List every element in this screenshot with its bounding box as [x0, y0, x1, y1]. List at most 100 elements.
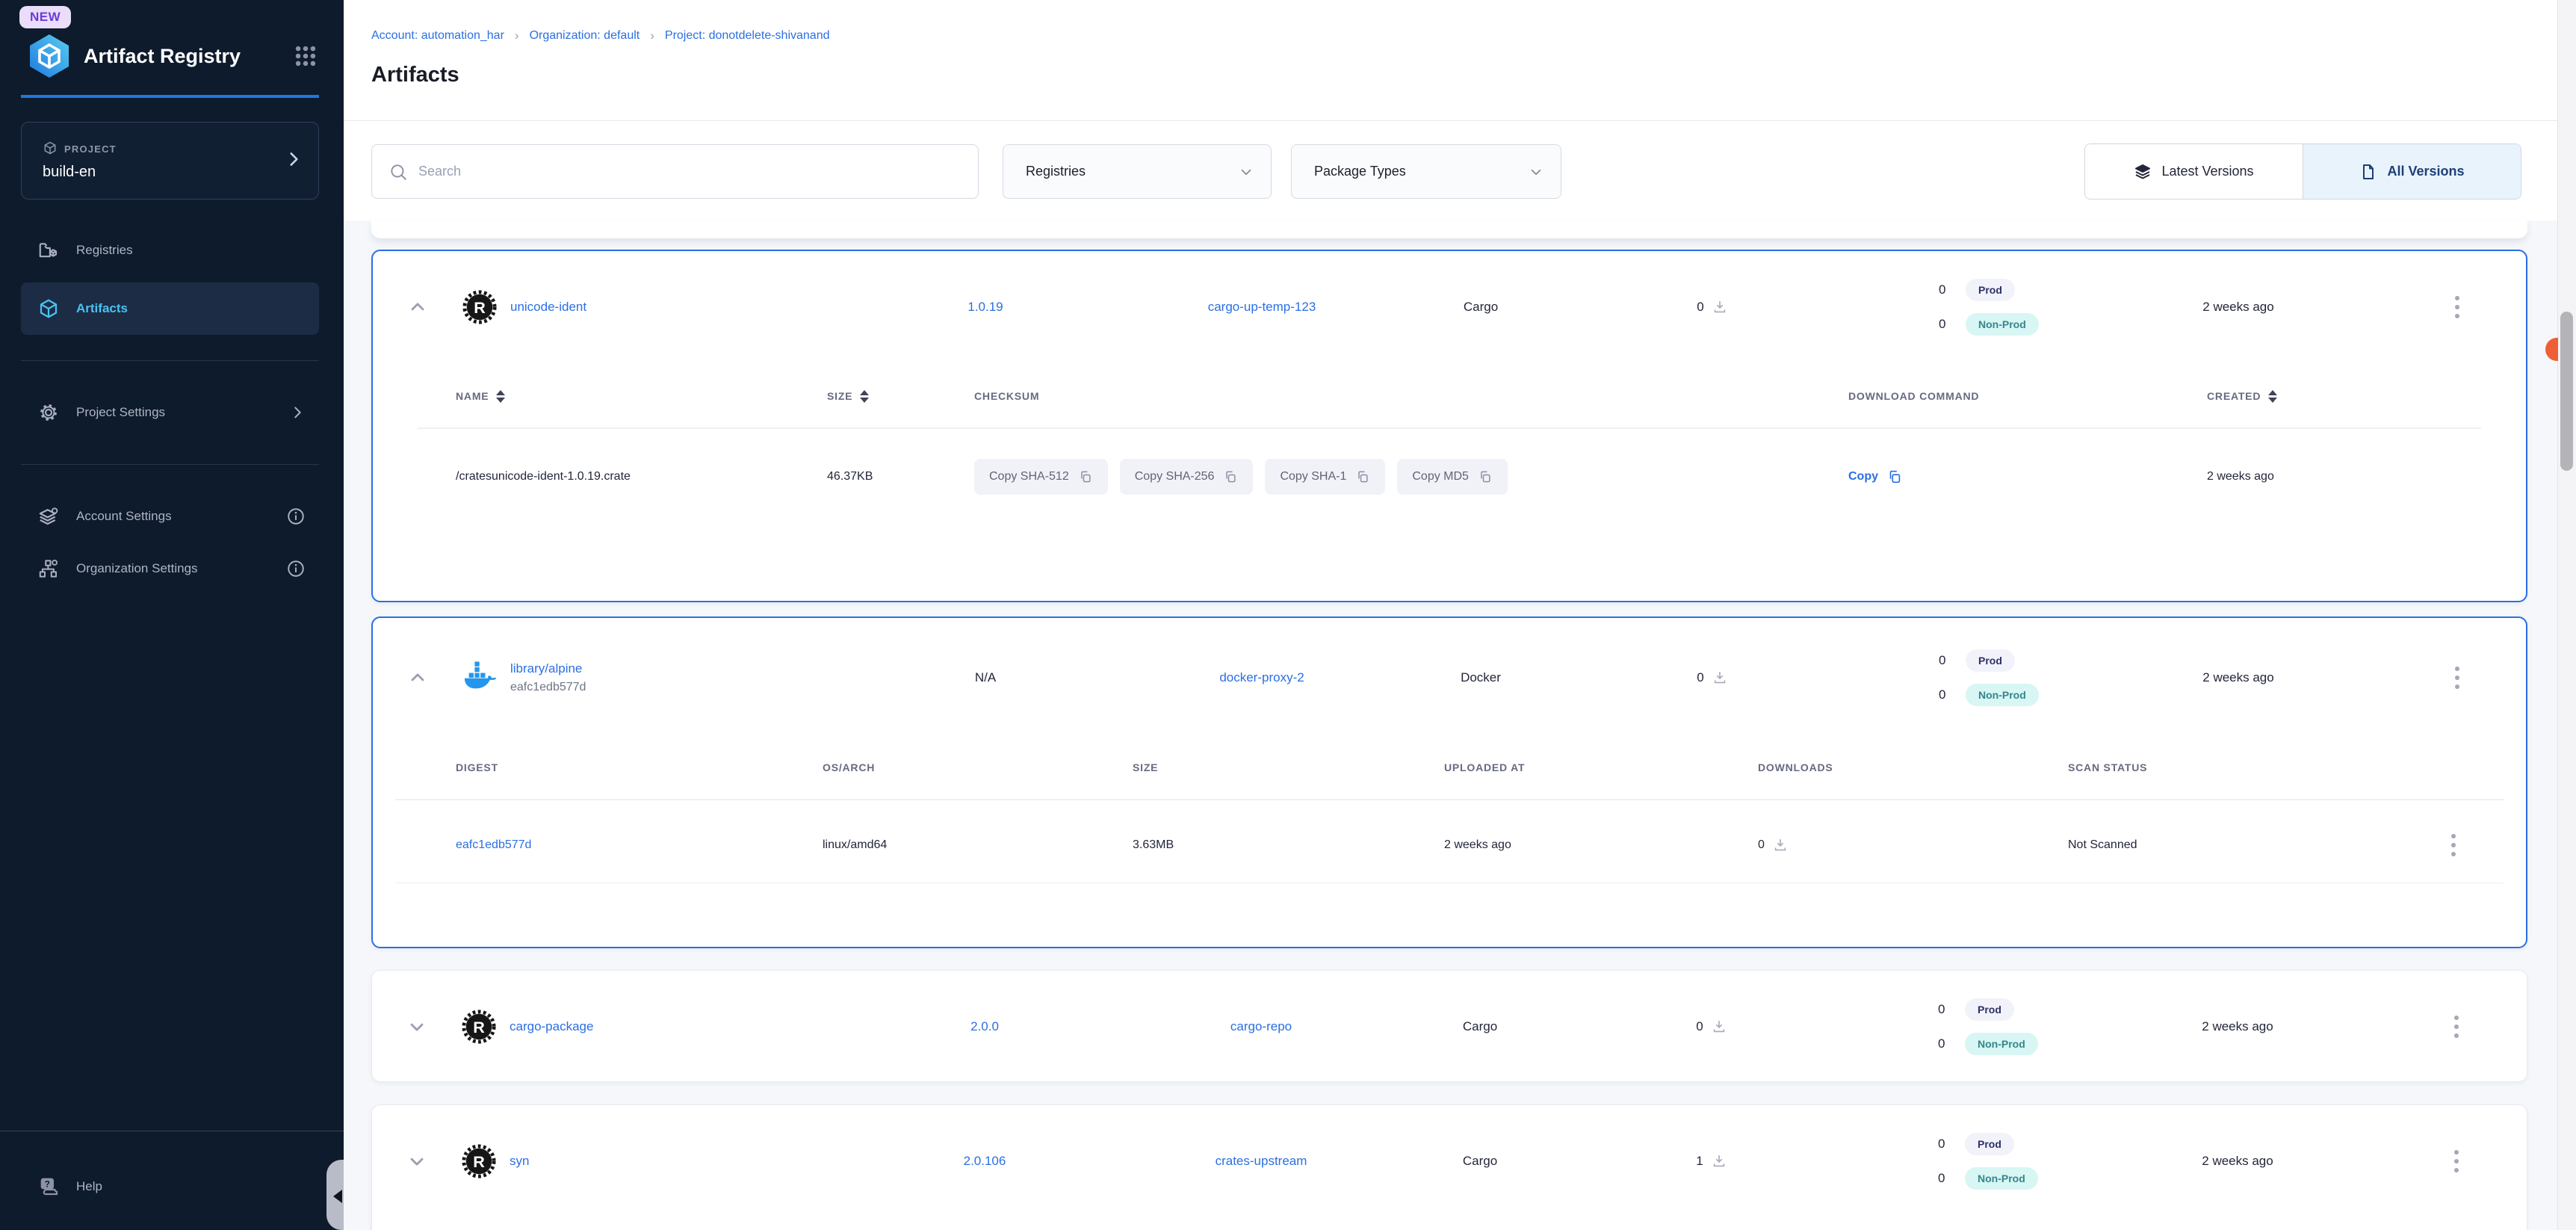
file-size: 46.37KB: [827, 470, 974, 483]
artifact-registry-link[interactable]: cargo-up-temp-123: [1208, 300, 1316, 314]
artifact-card-cargo-package: R cargo-package 2.0.0 cargo-repo Cargo 0…: [371, 970, 2527, 1082]
latest-versions-button[interactable]: Latest Versions: [2085, 144, 2303, 199]
column-header-size[interactable]: SIZE: [827, 390, 852, 402]
non-prod-badge: Non-Prod: [1965, 1167, 2038, 1190]
artifact-registry-link[interactable]: docker-proxy-2: [1219, 670, 1304, 684]
breadcrumb-account-link[interactable]: Account: automation_har: [371, 29, 504, 43]
artifact-name-link[interactable]: unicode-ident: [510, 300, 586, 315]
registries-filter-dropdown[interactable]: Registries: [1003, 144, 1272, 199]
row-menu-button[interactable]: [2445, 1007, 2468, 1047]
artifact-card-unicode-ident: R unicode-ident 1.0.19 cargo-up-temp-123…: [371, 250, 2527, 602]
files-table-headers: NAME SIZE CHECKSUM DOWNLOAD COMMAND CREA…: [456, 374, 2481, 418]
artifact-name-link[interactable]: syn: [510, 1154, 529, 1169]
row-menu-button[interactable]: [2446, 658, 2468, 698]
partially-visible-card: [371, 220, 2527, 238]
non-prod-badge: Non-Prod: [1966, 313, 2039, 336]
sidebar-item-organization-settings[interactable]: Organization Settings: [21, 543, 319, 595]
collapse-row-button[interactable]: [373, 297, 462, 318]
environment-counts: 0Prod 0Non-Prod: [1866, 998, 2090, 1055]
copy-sha256-button[interactable]: Copy SHA-256: [1120, 459, 1254, 495]
artifact-row: R syn 2.0.106 crates-upstream Cargo 1 0P…: [372, 1105, 2527, 1217]
sort-icon[interactable]: [2268, 390, 2277, 403]
table-divider: [418, 427, 2481, 429]
search-input[interactable]: [418, 164, 978, 179]
artifact-row: R cargo-package 2.0.0 cargo-repo Cargo 0…: [372, 971, 2527, 1083]
prod-count: 0: [1939, 282, 1948, 297]
collapse-row-button[interactable]: [373, 667, 462, 688]
breadcrumb-organization-link[interactable]: Organization: default: [530, 29, 640, 43]
checksum-chips: Copy SHA-512 Copy SHA-256 Copy SHA-1 Cop…: [974, 459, 1848, 495]
copy-icon: [1355, 469, 1370, 484]
sidebar-nav: Registries Artifacts: [21, 224, 319, 595]
sort-icon[interactable]: [496, 390, 505, 403]
artifact-registry-link[interactable]: cargo-repo: [1230, 1019, 1292, 1033]
column-header-name[interactable]: NAME: [456, 390, 489, 402]
row-menu-button[interactable]: [2446, 287, 2468, 327]
digest-link[interactable]: eafc1edb577d: [456, 838, 531, 851]
chevron-down-icon: [1238, 164, 1254, 180]
non-prod-count: 0: [1939, 687, 1948, 702]
sidebar-item-artifacts[interactable]: Artifacts: [21, 282, 319, 335]
prod-count: 0: [1938, 1002, 1947, 1017]
non-prod-badge: Non-Prod: [1965, 1033, 2038, 1055]
scan-status: Not Scanned: [2068, 838, 2403, 852]
copy-md5-button[interactable]: Copy MD5: [1397, 459, 1508, 495]
document-icon: [2359, 163, 2377, 181]
artifact-name-link[interactable]: library/alpine: [510, 661, 582, 676]
file-created: 2 weeks ago: [2207, 470, 2481, 483]
expand-row-button[interactable]: [372, 1016, 462, 1037]
environment-counts: 0Prod 0Non-Prod: [1867, 649, 2091, 706]
project-label: PROJECT: [64, 143, 117, 155]
scrollbar-track[interactable]: [2557, 0, 2576, 1230]
sidebar-item-project-settings[interactable]: Project Settings: [21, 386, 319, 439]
digest-menu-button[interactable]: [2442, 825, 2465, 865]
artifact-registry-link[interactable]: crates-upstream: [1216, 1154, 1307, 1168]
toolbar: Registries Package Types Latest Versions: [344, 121, 2557, 220]
info-icon[interactable]: [286, 507, 306, 526]
sidebar-item-account-settings[interactable]: Account Settings: [21, 490, 319, 543]
artifact-name-link[interactable]: cargo-package: [510, 1019, 593, 1034]
scrollbar-thumb[interactable]: [2560, 312, 2573, 471]
help-button[interactable]: ? Help: [21, 1163, 319, 1211]
app-title: Artifact Registry: [84, 45, 293, 68]
download-icon: [1712, 670, 1728, 686]
copy-download-command-button[interactable]: Copy: [1848, 469, 1903, 485]
artifact-version-link[interactable]: 1.0.19: [967, 300, 1003, 314]
sidebar-item-label: Organization Settings: [76, 561, 198, 576]
row-menu-button[interactable]: [2445, 1141, 2468, 1181]
project-selector[interactable]: PROJECT build-en: [21, 122, 319, 200]
layers-icon: [2134, 163, 2152, 181]
sort-icon[interactable]: [860, 390, 869, 403]
main-content: Account: automation_har › Organization: …: [344, 0, 2557, 1230]
sidebar-header: Artifact Registry: [25, 33, 318, 79]
copy-icon: [1886, 469, 1903, 485]
prod-count: 0: [1939, 653, 1948, 668]
artifact-card-syn: R syn 2.0.106 crates-upstream Cargo 1 0P…: [371, 1104, 2527, 1230]
os-arch: linux/amd64: [823, 838, 1133, 852]
sidebar-accent-bar: [21, 95, 319, 98]
download-icon: [1711, 1153, 1727, 1169]
non-prod-count: 0: [1938, 1036, 1947, 1051]
svg-text:R: R: [474, 298, 486, 317]
sidebar-item-registries[interactable]: Registries: [21, 224, 319, 276]
created-date: 2 weeks ago: [2090, 1154, 2385, 1169]
expand-row-button[interactable]: [372, 1151, 462, 1172]
app-grid-icon[interactable]: [293, 43, 318, 69]
artifacts-list: R unicode-ident 1.0.19 cargo-up-temp-123…: [344, 220, 2557, 1230]
column-header-uploaded-at: UPLOADED AT: [1444, 761, 1525, 773]
artifact-registry-logo-icon: [25, 33, 73, 79]
prod-count: 0: [1938, 1137, 1947, 1152]
copy-sha1-button[interactable]: Copy SHA-1: [1265, 459, 1385, 495]
breadcrumb-project-link[interactable]: Project: donotdelete-shivanand: [665, 29, 830, 43]
svg-text:R: R: [473, 1018, 485, 1036]
info-icon[interactable]: [286, 559, 306, 578]
package-types-filter-dropdown[interactable]: Package Types: [1291, 144, 1561, 199]
all-versions-button[interactable]: All Versions: [2303, 144, 2521, 199]
downloads-count: 0: [1697, 670, 1703, 685]
docker-package-icon: [462, 661, 497, 695]
artifact-version-link[interactable]: 2.0.106: [964, 1154, 1006, 1168]
column-header-created[interactable]: CREATED: [2207, 390, 2261, 402]
artifact-version-link[interactable]: 2.0.0: [970, 1019, 999, 1033]
copy-sha512-button[interactable]: Copy SHA-512: [974, 459, 1108, 495]
chevron-right-icon: [284, 149, 303, 173]
